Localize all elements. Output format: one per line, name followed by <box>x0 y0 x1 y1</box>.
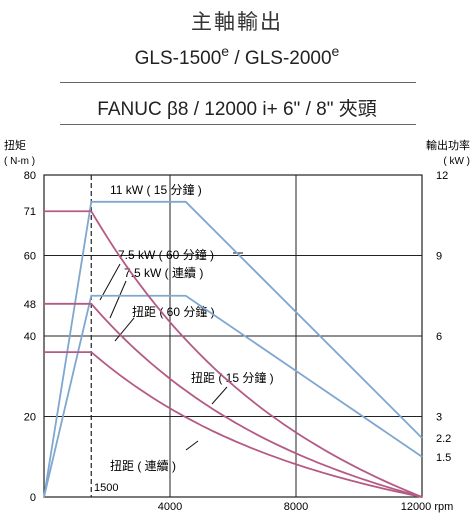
label-power-60min: 7.5 kW ( 60 分鐘 ) <box>118 247 214 262</box>
x-tick-label: 4000 <box>158 501 182 513</box>
torque-curve <box>44 351 423 498</box>
y-tick-left-label: 80 <box>24 170 36 182</box>
torque-curve <box>44 210 423 498</box>
y-tick-right-label: 6 <box>436 331 442 343</box>
y-tick-left-label: 20 <box>24 412 36 424</box>
label-torque-continuous: 扭距 ( 連續 ) <box>110 458 176 473</box>
left-axis-unit: ( N-m ) <box>4 156 35 167</box>
model-b-sup: e <box>331 43 340 59</box>
y-tick-right-label: 3 <box>436 412 442 424</box>
y-tick-right-label: 9 <box>436 251 442 263</box>
spec-underline <box>60 124 416 125</box>
model-subtitle: GLS-1500e / GLS-2000e <box>0 43 474 70</box>
plot-frame <box>43 174 423 498</box>
pointer-torque-15min <box>211 386 228 405</box>
x-tick-label: 8000 <box>284 501 308 513</box>
label-power-15min: 11 kW ( 15 分鐘 ) <box>110 182 202 197</box>
label-power-continuous: 7.5 kW ( 連續 ) <box>124 265 203 280</box>
power-curve <box>43 200 423 498</box>
y-tick-right-label: 2.2 <box>436 433 451 445</box>
y-tick-left-label: 71 <box>24 206 36 218</box>
y-tick-left-label: 48 <box>24 299 36 311</box>
x-tick-label: 12000 rpm <box>401 501 454 513</box>
header-divider <box>60 82 416 83</box>
right-axis-label: 輸出功率 <box>426 138 470 152</box>
y-tick-left-label: 60 <box>24 251 36 263</box>
pointer-torque-60min <box>114 317 135 342</box>
x-tick-label: 1500 <box>94 482 118 494</box>
pointer-power-continuous <box>109 280 127 319</box>
power-curve <box>43 294 423 498</box>
label-torque-15min: 扭距 ( 15 分鐘 ) <box>191 370 274 385</box>
y-tick-left-label: 40 <box>24 331 36 343</box>
torque-curve <box>44 302 423 498</box>
label-torque-60min: 扭距 ( 60 分鐘 ) <box>132 304 215 319</box>
model-a-sup: e <box>221 43 230 59</box>
model-separator: / <box>229 48 245 69</box>
model-b: GLS-2000 <box>244 48 332 69</box>
model-a: GLS-1500 <box>134 48 222 69</box>
y-tick-right-label: 1.5 <box>436 452 451 464</box>
spec-line: FANUC β8 / 12000 i+ 6" / 8" 夾頭 <box>97 99 377 120</box>
y-tick-right-label: 12 <box>436 170 448 182</box>
page-title: 主軸輸出 <box>191 11 283 34</box>
left-axis-label: 扭矩 <box>4 138 26 152</box>
y-tick-left-label: 0 <box>30 492 36 504</box>
pointer-torque-continuous <box>185 440 199 451</box>
pointer-power-60min-2 <box>99 263 121 301</box>
right-axis-unit: ( kW ) <box>443 156 470 167</box>
